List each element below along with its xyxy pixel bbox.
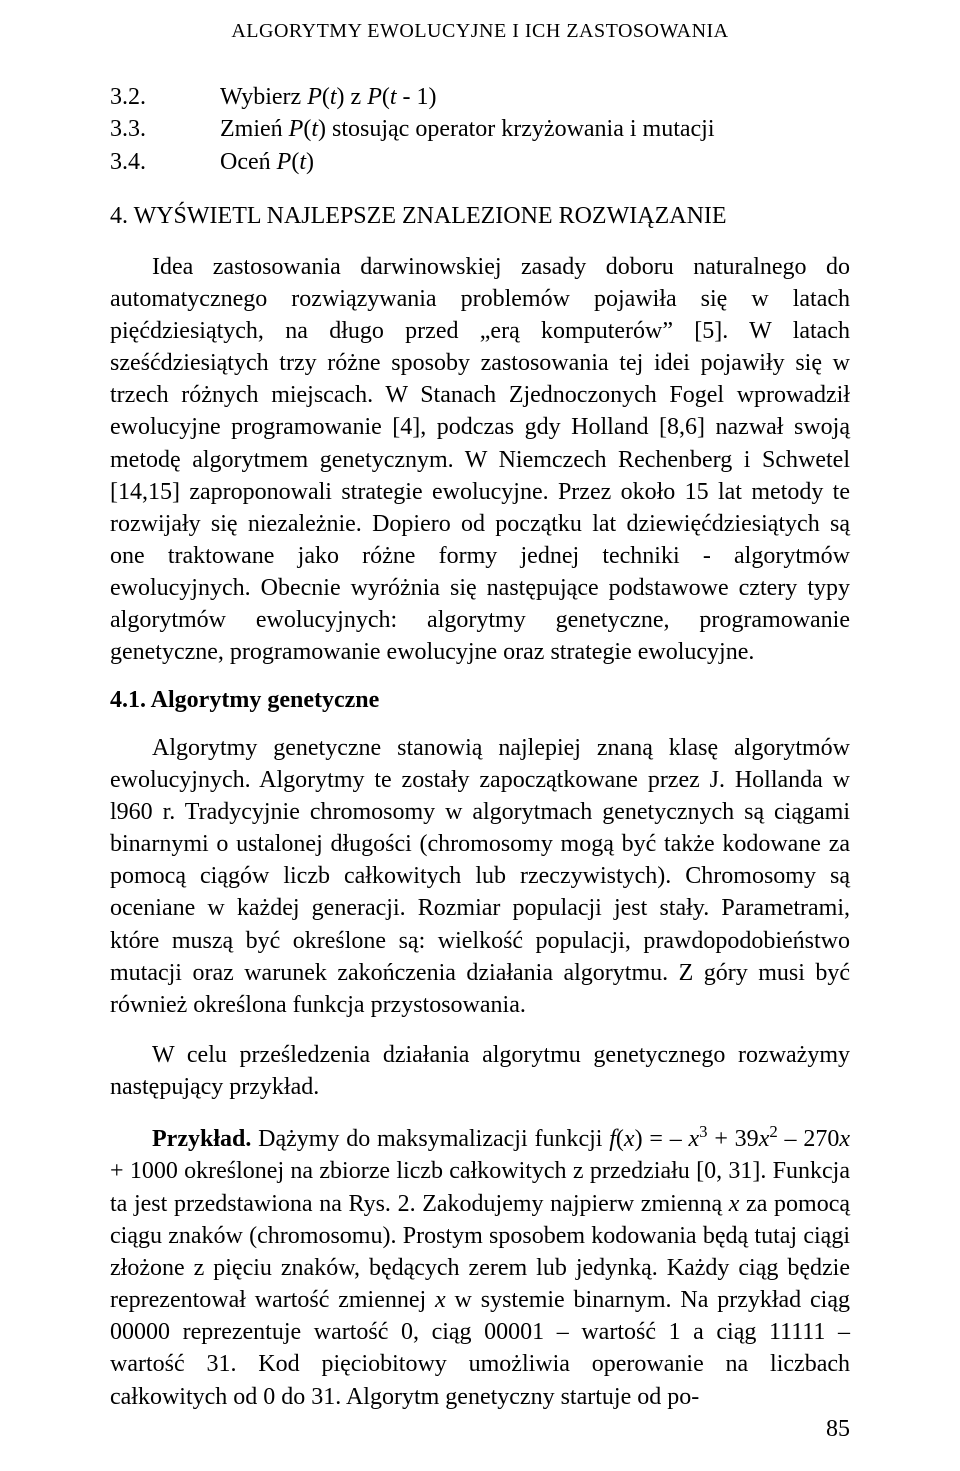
algo-step: 3.4. Oceń P(t) xyxy=(110,146,850,178)
algo-step-number: 3.4. xyxy=(110,146,220,178)
page: ALGORYTMY EWOLUCYJNE I ICH ZASTOSOWANIA … xyxy=(0,0,960,1471)
algo-step: 3.3. Zmień P(t) stosując operator krzyżo… xyxy=(110,113,850,145)
subsection-heading: 4.1. Algorytmy genetyczne xyxy=(110,687,850,714)
algo-step-text: Zmień P(t) stosując operator krzyżowania… xyxy=(220,113,715,145)
algo-step-number: 3.2. xyxy=(110,81,220,113)
body-paragraph-example: Przykład. Dążymy do maksymalizacji funkc… xyxy=(110,1121,850,1412)
running-head: ALGORYTMY EWOLUCYJNE I ICH ZASTOSOWANIA xyxy=(110,20,850,43)
algo-step: 3.2. Wybierz P(t) z P(t - 1) xyxy=(110,81,850,113)
algo-step-number: 3.3. xyxy=(110,113,220,145)
body-paragraph: Algorytmy genetyczne stanowią najlepiej … xyxy=(110,732,850,1021)
body-paragraph: W celu prześledzenia działania algorytmu… xyxy=(110,1039,850,1103)
page-number: 85 xyxy=(826,1416,850,1443)
section-heading: 4. WYŚWIETL NAJLEPSZE ZNALEZIONE ROZWIĄZ… xyxy=(110,200,850,232)
algorithm-steps: 3.2. Wybierz P(t) z P(t - 1) 3.3. Zmień … xyxy=(110,81,850,178)
algo-step-text: Wybierz P(t) z P(t - 1) xyxy=(220,81,437,113)
algo-step-text: Oceń P(t) xyxy=(220,146,314,178)
body-paragraph: Idea zastosowania darwinowskiej zasady d… xyxy=(110,251,850,669)
